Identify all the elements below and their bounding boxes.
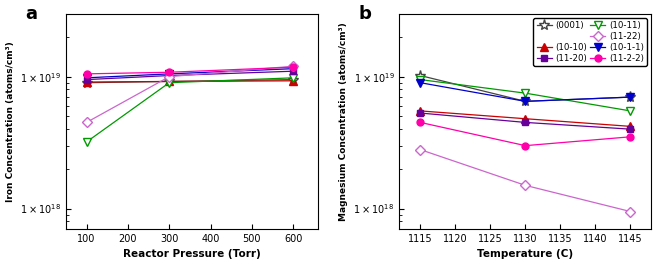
Line: (10-11): (10-11) bbox=[82, 74, 298, 146]
(11-2-2) bbox=[522, 144, 530, 147]
(0001) bbox=[166, 80, 173, 83]
X-axis label: Reactor Pressure (Torr): Reactor Pressure (Torr) bbox=[123, 249, 261, 259]
Line: (11-2-2): (11-2-2) bbox=[83, 64, 297, 77]
(11-20) bbox=[166, 74, 173, 77]
(10-1-1) bbox=[289, 67, 297, 70]
(10-11) bbox=[417, 78, 424, 81]
Y-axis label: Magnesium Concentration (atoms/cm³): Magnesium Concentration (atoms/cm³) bbox=[339, 22, 348, 221]
(0001) bbox=[627, 95, 635, 99]
X-axis label: Temperature (C): Temperature (C) bbox=[477, 249, 574, 259]
(0001) bbox=[522, 100, 530, 103]
Line: (10-11): (10-11) bbox=[416, 76, 635, 115]
Line: (0001): (0001) bbox=[415, 70, 636, 107]
(11-2-2) bbox=[627, 135, 635, 138]
(11-20) bbox=[83, 78, 91, 81]
Text: b: b bbox=[359, 5, 372, 23]
(11-20) bbox=[417, 112, 424, 115]
(10-1-1) bbox=[522, 100, 530, 103]
(11-20) bbox=[289, 70, 297, 73]
Line: (0001): (0001) bbox=[81, 74, 299, 88]
(11-2-2) bbox=[166, 71, 173, 74]
Line: (11-22): (11-22) bbox=[417, 146, 634, 215]
(0001) bbox=[83, 81, 91, 84]
(11-2-2) bbox=[417, 121, 424, 124]
(10-11) bbox=[166, 81, 173, 84]
(10-11) bbox=[522, 91, 530, 95]
(10-10) bbox=[417, 109, 424, 113]
(0001) bbox=[417, 74, 424, 77]
(11-22) bbox=[166, 75, 173, 78]
(11-22) bbox=[83, 121, 91, 124]
Line: (10-10): (10-10) bbox=[82, 77, 298, 86]
(10-11) bbox=[627, 109, 635, 113]
(10-1-1) bbox=[83, 76, 91, 80]
(11-20) bbox=[522, 121, 530, 124]
Text: a: a bbox=[26, 5, 37, 23]
Y-axis label: Iron Concentration (atoms/cm³): Iron Concentration (atoms/cm³) bbox=[5, 41, 14, 202]
(11-20) bbox=[627, 127, 635, 131]
(11-2-2) bbox=[289, 66, 297, 69]
(11-22) bbox=[417, 148, 424, 151]
(0001) bbox=[289, 78, 297, 81]
Line: (11-22): (11-22) bbox=[83, 63, 297, 126]
Line: (11-20): (11-20) bbox=[417, 109, 634, 133]
Line: (10-10): (10-10) bbox=[416, 107, 635, 131]
(10-10) bbox=[289, 79, 297, 82]
(10-11) bbox=[83, 140, 91, 144]
(11-22) bbox=[627, 210, 635, 213]
Line: (11-2-2): (11-2-2) bbox=[417, 119, 634, 149]
(10-1-1) bbox=[417, 81, 424, 84]
(10-10) bbox=[522, 117, 530, 120]
(10-10) bbox=[83, 81, 91, 84]
(11-22) bbox=[522, 184, 530, 187]
Line: (10-1-1): (10-1-1) bbox=[416, 78, 635, 105]
Line: (10-1-1): (10-1-1) bbox=[82, 64, 298, 82]
(10-10) bbox=[166, 80, 173, 83]
(11-22) bbox=[289, 65, 297, 68]
(10-1-1) bbox=[166, 72, 173, 76]
(11-2-2) bbox=[83, 72, 91, 76]
(10-11) bbox=[289, 76, 297, 80]
Legend: (0001), , (10-10), (11-20), (10-11), (11-22), (10-1-1), (11-2-2): (0001), , (10-10), (11-20), (10-11), (11… bbox=[533, 18, 647, 66]
Line: (11-20): (11-20) bbox=[83, 68, 297, 83]
(10-1-1) bbox=[627, 95, 635, 99]
(10-10) bbox=[627, 125, 635, 128]
